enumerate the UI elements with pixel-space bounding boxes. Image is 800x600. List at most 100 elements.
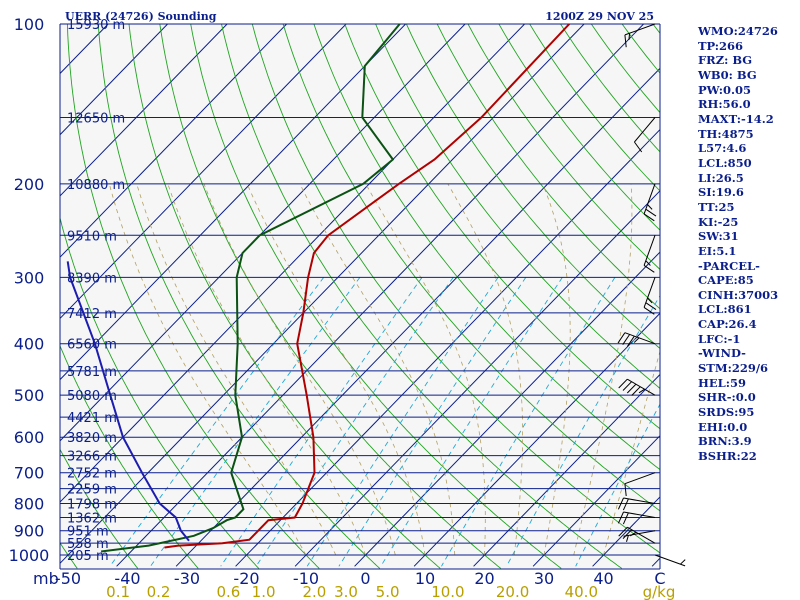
index-line: KI:-25 <box>698 214 739 229</box>
isotherm-line <box>473 373 660 567</box>
isotherm-line <box>60 24 406 381</box>
temperature-tick-label: -10 <box>293 569 319 588</box>
mixing-ratio-line <box>150 277 361 567</box>
wind-barb-feather <box>617 511 624 524</box>
height-label: 3266 m <box>67 450 117 465</box>
height-label: 205 m <box>67 549 109 564</box>
wind-barb-feather <box>643 264 655 273</box>
temperature-tick-label: -20 <box>233 569 259 588</box>
index-line: BSHR:22 <box>698 449 757 464</box>
isotherm-line <box>60 24 347 320</box>
mixing-ratio-tick-label: 0.1 <box>106 583 130 600</box>
index-line: PW:0.05 <box>698 82 752 97</box>
mixing-ratio-tick-label: 2.0 <box>302 583 326 600</box>
index-line: L57:4.6 <box>698 141 747 156</box>
height-label: 12650 m <box>67 112 125 127</box>
mixing-ratio-tick-label: 1.0 <box>252 583 276 600</box>
index-line: -PARCEL- <box>698 258 760 273</box>
moist-adiabat-line <box>447 183 523 556</box>
wind-barb-staff <box>643 183 656 215</box>
dewpoint-profile <box>100 24 401 553</box>
pressure-tick-label: 300 <box>14 268 45 287</box>
wind-barb-staff <box>624 472 656 485</box>
temperature-tick-label: C <box>654 569 665 588</box>
dry-adiabat-line <box>313 24 660 471</box>
height-label: 9510 m <box>67 229 117 244</box>
pressure-tick-label: 1000 <box>9 546 50 565</box>
pressure-tick-label: 800 <box>14 495 45 514</box>
temperature-tick-label: -40 <box>114 569 140 588</box>
temperature-tick-label: 30 <box>534 569 554 588</box>
wind-barb-staff <box>624 23 656 36</box>
wind-barb-feather <box>645 260 651 266</box>
pressure-tick-label: 600 <box>14 428 45 447</box>
wind-barb-staff <box>623 497 656 504</box>
isotherm-line <box>235 128 660 567</box>
isotherm-line <box>60 24 466 442</box>
mixing-ratio-line <box>506 294 660 567</box>
index-line: WB0: BG <box>698 67 757 82</box>
wind-barb-feather <box>622 334 631 345</box>
wind-barb-staff <box>643 277 656 308</box>
wind-barb-staff <box>624 332 656 345</box>
wind-barb-staff <box>634 117 656 143</box>
index-line: CAP:26.4 <box>698 317 757 332</box>
moist-adiabat-line <box>299 183 456 556</box>
pressure-tick-label: 700 <box>14 464 45 483</box>
wind-barb-feather <box>617 497 624 510</box>
height-label: 8390 m <box>67 271 117 286</box>
wind-barb-feather <box>647 297 653 304</box>
parcel-profile <box>66 261 190 542</box>
mixing-ratio-tick-label: 40.0 <box>565 583 598 600</box>
wind-barb-feather <box>643 306 655 315</box>
wind-barb-feather <box>626 335 635 347</box>
wind-barb-feather <box>647 204 653 210</box>
wind-barb-feather <box>626 383 637 394</box>
index-line: STM:229/6 <box>698 361 769 376</box>
dry-adiabat-line <box>282 24 660 512</box>
wind-barb-staff <box>623 511 656 518</box>
wind-barb-feather <box>633 337 640 343</box>
mixing-ratio-line <box>380 277 563 567</box>
mixing-ratio-line <box>338 277 527 567</box>
index-line: SRDS:95 <box>698 405 755 420</box>
pressure-tick-label: 100 <box>14 15 45 34</box>
index-line: SHR-:0.0 <box>698 390 756 405</box>
mixing-ratio-tick-label: 0.2 <box>147 583 171 600</box>
index-line: EI:5.1 <box>698 243 737 258</box>
index-line: CINH:37003 <box>698 287 779 302</box>
wind-barb-feather <box>624 34 627 48</box>
pressure-tick-label: 200 <box>14 175 45 194</box>
index-line: MAXT:-14.2 <box>698 111 774 126</box>
station-title: UERR (24726) Sounding <box>65 10 217 23</box>
temperature-tick-label: 0 <box>360 569 370 588</box>
isotherm-line <box>413 312 660 567</box>
dry-adiabat-line <box>436 24 660 310</box>
wind-barb-feather <box>618 378 628 389</box>
mixing-ratio-line <box>220 277 423 567</box>
height-label: 15930 m <box>67 18 125 33</box>
index-line: RH:56.0 <box>698 97 751 112</box>
index-line: LFC:-1 <box>698 331 741 346</box>
index-line: LCL:861 <box>698 302 752 317</box>
mixing-ratio-tick-label: g/kg <box>643 583 676 600</box>
wind-barb-feather <box>622 498 629 511</box>
mixing-ratio-tick-label: 0.6 <box>216 583 240 600</box>
wind-barb-feather <box>618 526 628 537</box>
mixing-ratio-tick-label: 5.0 <box>376 583 400 600</box>
index-line: CAPE:85 <box>698 273 754 288</box>
index-line: EHI:0.0 <box>698 419 748 434</box>
wind-barb-feather <box>631 386 641 396</box>
index-line: TH:4875 <box>698 126 754 141</box>
index-line: LI:26.5 <box>698 170 744 185</box>
mixing-ratio-tick-label: 20.0 <box>496 583 529 600</box>
wind-barb-staff <box>643 235 656 266</box>
wind-barb-feather <box>645 302 657 311</box>
height-label: 951 m <box>67 525 109 540</box>
wind-barb-feather <box>643 213 655 222</box>
mixing-ratio-line <box>441 277 616 567</box>
wind-barb-feather <box>633 141 643 153</box>
height-label: 1798 m <box>67 498 117 513</box>
wind-barb-feather <box>617 332 626 344</box>
wind-barb-feather <box>622 381 632 391</box>
